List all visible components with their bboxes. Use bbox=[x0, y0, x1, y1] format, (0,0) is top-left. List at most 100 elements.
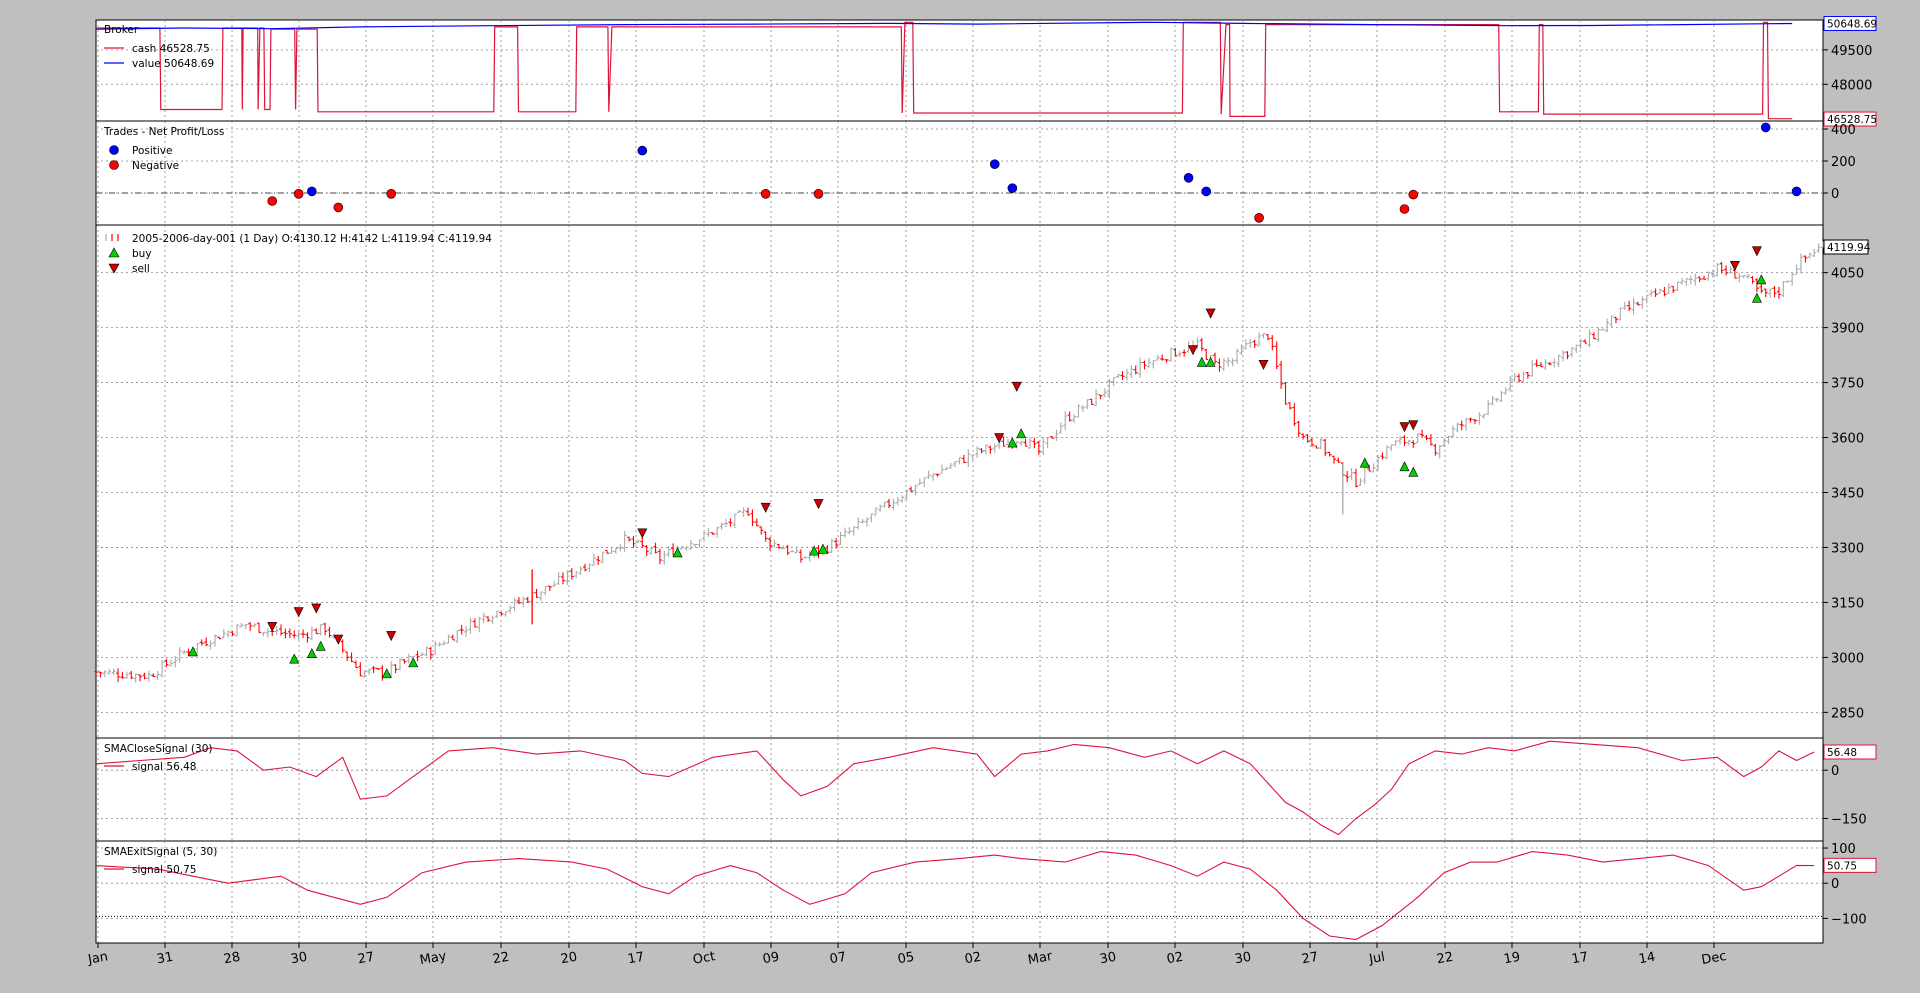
ohlc-bar bbox=[679, 545, 684, 550]
ohlc-bar bbox=[494, 610, 499, 619]
ohlc-bar bbox=[785, 545, 790, 556]
ohlc-bar bbox=[1027, 437, 1032, 449]
signal-last-box: 56.48 bbox=[1823, 744, 1877, 760]
broker-panel: 49500 48000 Broker cash 46528.75 value 50648… bbox=[95, 15, 1877, 127]
ohlc-bar bbox=[433, 641, 438, 655]
chart-panels: 49500 48000 Broker cash 46528.75 value 50648… bbox=[94, 15, 1877, 944]
ohlc-bar bbox=[904, 489, 909, 500]
ohlc-bar bbox=[944, 467, 949, 471]
ohlc-bar bbox=[1807, 252, 1812, 259]
ohlc-bar bbox=[693, 543, 698, 548]
ohlc-bar bbox=[605, 549, 610, 554]
sell-signal-marker bbox=[813, 499, 824, 510]
negative-trade-point bbox=[1408, 189, 1419, 200]
ohlc-bar bbox=[217, 636, 222, 640]
ohlc-bar bbox=[314, 628, 319, 635]
ohlc-bar bbox=[1715, 262, 1720, 277]
ohlc-bar bbox=[177, 646, 182, 663]
positive-trade-point bbox=[1760, 122, 1771, 133]
sell-signal-marker bbox=[637, 528, 648, 539]
ohlc-bar bbox=[472, 618, 477, 628]
ohlc-bar bbox=[798, 549, 803, 563]
ohlc-bar bbox=[1543, 359, 1548, 370]
ohlc-bar bbox=[1265, 334, 1270, 341]
value-line bbox=[95, 21, 1793, 30]
ohlc-bar bbox=[1772, 286, 1777, 298]
ohlc-bar bbox=[970, 454, 975, 461]
y-tick-label: −150 bbox=[1831, 812, 1867, 827]
ohlc-bar bbox=[287, 628, 292, 638]
buy-signal-marker bbox=[817, 543, 828, 554]
panel-4-grid: 100 0 −100 bbox=[96, 841, 1867, 943]
ohlc-bar bbox=[1213, 352, 1218, 365]
ohlc-bar bbox=[124, 671, 129, 680]
ohlc-bar bbox=[353, 660, 358, 669]
ohlc-bar bbox=[142, 672, 147, 680]
ohlc-bar bbox=[1411, 440, 1416, 448]
ohlc-bar bbox=[107, 668, 112, 675]
sell-signal-marker bbox=[1258, 359, 1269, 370]
ohlc-bar bbox=[719, 522, 724, 530]
ohlc-bar bbox=[790, 550, 795, 553]
ohlc-bar bbox=[1089, 398, 1094, 405]
positive-trade-point bbox=[1201, 186, 1212, 197]
buy-signal-marker bbox=[1016, 428, 1027, 439]
ohlc-bar bbox=[1045, 437, 1050, 449]
ohlc-bar bbox=[741, 507, 746, 517]
x-tick-label: Jul bbox=[1367, 950, 1386, 968]
ohlc-bar bbox=[701, 530, 706, 541]
ohlc-bar bbox=[1494, 397, 1499, 403]
ohlc-bar bbox=[688, 540, 693, 550]
sell-signal-marker bbox=[1751, 246, 1762, 257]
ohlc-bar bbox=[1635, 301, 1640, 306]
ohlc-bar bbox=[265, 628, 270, 638]
ohlc-bar bbox=[829, 539, 834, 553]
ohlc-bar bbox=[305, 632, 310, 643]
ohlc-bar bbox=[538, 591, 543, 601]
ohlc-bar bbox=[1094, 389, 1099, 407]
ohlc-bar bbox=[1525, 372, 1530, 379]
buy-signal-marker bbox=[672, 547, 683, 558]
ohlc-bar bbox=[1107, 378, 1112, 399]
x-tick-label: 09 bbox=[762, 950, 781, 968]
ohlc-bar bbox=[768, 536, 773, 551]
positive-legend-label: Positive bbox=[132, 145, 172, 157]
ohlc-bar bbox=[1323, 438, 1328, 457]
negative-trade-point bbox=[267, 196, 278, 206]
ohlc-bar bbox=[613, 547, 618, 554]
ohlc-bar bbox=[1116, 373, 1121, 378]
ohlc-bar bbox=[710, 532, 715, 535]
ohlc-bar bbox=[424, 646, 429, 657]
ohlc-bar bbox=[957, 457, 962, 465]
ohlc-bar bbox=[715, 526, 720, 538]
ohlc-bar bbox=[1384, 445, 1389, 460]
ohlc-bar bbox=[1666, 283, 1671, 295]
buy-signal-marker bbox=[1399, 461, 1410, 472]
ohlc-bar bbox=[415, 650, 420, 662]
ohlc-bar bbox=[261, 631, 266, 637]
ohlc-bar bbox=[1327, 451, 1332, 457]
ohlc-bar bbox=[979, 448, 984, 454]
ohlc-bar bbox=[296, 629, 301, 640]
ohlc-bar bbox=[1547, 361, 1552, 366]
ohlc-bar bbox=[1455, 422, 1460, 433]
ohlc-bar bbox=[1464, 417, 1469, 431]
sell-signal-marker bbox=[1729, 261, 1740, 271]
ohlc-bar bbox=[1768, 288, 1773, 298]
signal-panel-title: SMACloseSignal (30) bbox=[104, 743, 212, 755]
ohlc-bar bbox=[1662, 286, 1667, 297]
ohlc-bar bbox=[437, 641, 442, 647]
signal-line bbox=[95, 851, 1815, 941]
ohlc-bar bbox=[1486, 400, 1491, 415]
ohlc-bar bbox=[292, 630, 297, 639]
ohlc-bar bbox=[644, 544, 649, 557]
ohlc-bar bbox=[649, 546, 654, 555]
sell-legend-marker bbox=[108, 263, 120, 274]
x-tick-label: 27 bbox=[1301, 950, 1320, 968]
ohlc-bar bbox=[1160, 354, 1165, 361]
ohlc-bar bbox=[1759, 283, 1764, 294]
trades-panel: 400 200 0 Trades - Net Profit/Loss Positive N… bbox=[96, 121, 1856, 225]
positive-trade-point bbox=[989, 159, 1000, 169]
ohlc-bar bbox=[1146, 357, 1151, 368]
